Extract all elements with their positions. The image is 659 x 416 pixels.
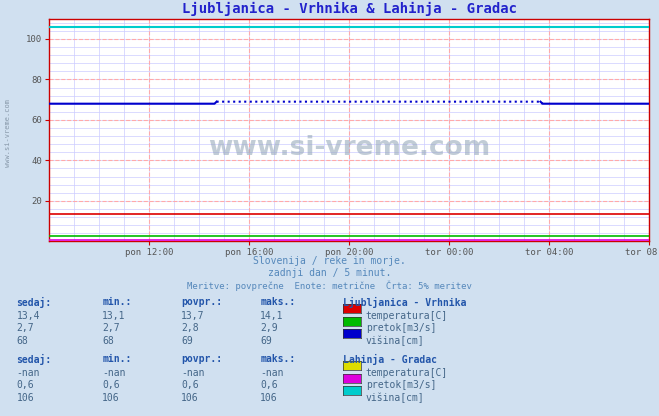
Text: 106: 106 <box>181 393 199 403</box>
Title: Ljubljanica - Vrhnika & Lahinja - Gradac: Ljubljanica - Vrhnika & Lahinja - Gradac <box>182 2 517 16</box>
Text: maks.:: maks.: <box>260 297 295 307</box>
Text: 0,6: 0,6 <box>181 380 199 390</box>
Text: www.si-vreme.com: www.si-vreme.com <box>208 135 490 161</box>
Text: 68: 68 <box>16 336 28 346</box>
Text: zadnji dan / 5 minut.: zadnji dan / 5 minut. <box>268 268 391 278</box>
Text: 13,1: 13,1 <box>102 311 126 321</box>
Text: 0,6: 0,6 <box>260 380 278 390</box>
Text: -nan: -nan <box>260 368 284 378</box>
Text: maks.:: maks.: <box>260 354 295 364</box>
Text: višina[cm]: višina[cm] <box>366 336 424 346</box>
Text: -nan: -nan <box>181 368 205 378</box>
Text: sedaj:: sedaj: <box>16 354 51 366</box>
Text: 2,7: 2,7 <box>102 323 120 333</box>
Text: -nan: -nan <box>16 368 40 378</box>
Text: 14,1: 14,1 <box>260 311 284 321</box>
Text: povpr.:: povpr.: <box>181 354 222 364</box>
Text: 13,4: 13,4 <box>16 311 40 321</box>
Text: www.si-vreme.com: www.si-vreme.com <box>5 99 11 167</box>
Text: sedaj:: sedaj: <box>16 297 51 309</box>
Text: 0,6: 0,6 <box>16 380 34 390</box>
Text: 13,7: 13,7 <box>181 311 205 321</box>
Text: 68: 68 <box>102 336 114 346</box>
Text: 2,9: 2,9 <box>260 323 278 333</box>
Text: Meritve: povprečne  Enote: metrične  Črta: 5% meritev: Meritve: povprečne Enote: metrične Črta:… <box>187 281 472 291</box>
Text: 106: 106 <box>260 393 278 403</box>
Text: 106: 106 <box>102 393 120 403</box>
Text: 69: 69 <box>260 336 272 346</box>
Text: temperatura[C]: temperatura[C] <box>366 311 448 321</box>
Text: temperatura[C]: temperatura[C] <box>366 368 448 378</box>
Text: 69: 69 <box>181 336 193 346</box>
Text: povpr.:: povpr.: <box>181 297 222 307</box>
Text: pretok[m3/s]: pretok[m3/s] <box>366 380 436 390</box>
Text: Slovenija / reke in morje.: Slovenija / reke in morje. <box>253 256 406 266</box>
Text: min.:: min.: <box>102 297 132 307</box>
Text: 0,6: 0,6 <box>102 380 120 390</box>
Text: Lahinja - Gradac: Lahinja - Gradac <box>343 354 437 366</box>
Text: 2,8: 2,8 <box>181 323 199 333</box>
Text: 106: 106 <box>16 393 34 403</box>
Text: -nan: -nan <box>102 368 126 378</box>
Text: pretok[m3/s]: pretok[m3/s] <box>366 323 436 333</box>
Text: 2,7: 2,7 <box>16 323 34 333</box>
Text: Ljubljanica - Vrhnika: Ljubljanica - Vrhnika <box>343 297 466 309</box>
Text: min.:: min.: <box>102 354 132 364</box>
Text: višina[cm]: višina[cm] <box>366 393 424 403</box>
